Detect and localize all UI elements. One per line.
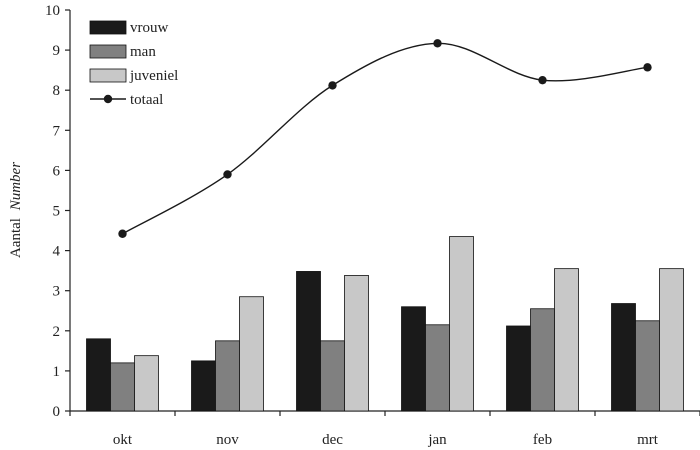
legend-swatch-vrouw — [89, 20, 127, 35]
legend-swatch-man — [89, 44, 127, 59]
y-tick-label: 0 — [53, 404, 61, 420]
x-tick-label: mrt — [637, 432, 659, 448]
y-tick-label: 7 — [53, 123, 61, 139]
point-totaal — [433, 39, 442, 48]
bar-man — [320, 340, 345, 412]
x-ticks: okt nov dec jan feb mrt — [69, 411, 700, 448]
y-tick-label: 5 — [53, 204, 61, 220]
y-tick-label: 10 — [45, 3, 60, 19]
bar-vrouw — [611, 303, 636, 412]
x-tick-label: jan — [427, 432, 447, 448]
bar-juveniel — [659, 268, 684, 412]
y-tick-label: 1 — [53, 364, 61, 380]
bar-juveniel — [554, 268, 579, 412]
bar-juveniel — [239, 296, 264, 412]
bar-man — [425, 324, 450, 412]
point-totaal — [118, 229, 127, 238]
y-ticks: 0 1 2 3 4 5 6 7 8 9 10 — [45, 3, 70, 420]
bar-vrouw — [506, 325, 531, 412]
point-totaal — [328, 81, 337, 90]
bar-vrouw — [86, 338, 111, 412]
legend-label-vrouw: vrouw — [130, 20, 168, 36]
legend-label-man: man — [130, 44, 156, 60]
y-tick-label: 8 — [53, 83, 61, 99]
bar-juveniel — [344, 275, 369, 412]
bar-man — [530, 308, 555, 412]
line-totaal — [122, 42, 648, 235]
bars — [86, 236, 684, 412]
legend-label-juveniel: juveniel — [129, 68, 178, 84]
bar-man — [215, 340, 240, 412]
point-totaal — [538, 75, 547, 85]
y-tick-label: 6 — [53, 163, 61, 179]
legend: vrouw man juveniel totaal — [89, 20, 178, 108]
bar-vrouw — [191, 360, 216, 412]
y-tick-label: 9 — [53, 43, 61, 59]
y-axis-title-main: Aantal — [8, 218, 24, 258]
legend-label-totaal: totaal — [130, 92, 163, 108]
bar-juveniel — [134, 355, 159, 412]
bar-vrouw — [401, 306, 426, 412]
x-tick-label: okt — [113, 432, 133, 448]
legend-swatch-juveniel — [89, 68, 127, 83]
point-totaal — [223, 170, 232, 179]
x-tick-label: feb — [533, 432, 552, 448]
bar-juveniel — [449, 236, 474, 412]
bar-vrouw — [296, 271, 321, 412]
x-tick-label: nov — [216, 432, 239, 448]
line-series — [118, 39, 652, 238]
bar-man — [635, 320, 660, 412]
y-tick-label: 4 — [53, 244, 61, 260]
bar-man — [110, 362, 135, 412]
y-axis-title-italic: Number — [8, 162, 24, 211]
point-totaal — [643, 63, 652, 72]
x-tick-label: dec — [322, 432, 343, 448]
y-tick-label: 2 — [53, 324, 61, 340]
y-axis-title: Aantal Number — [8, 162, 24, 258]
y-tick-label: 3 — [53, 284, 61, 300]
legend-marker-totaal — [103, 94, 113, 104]
